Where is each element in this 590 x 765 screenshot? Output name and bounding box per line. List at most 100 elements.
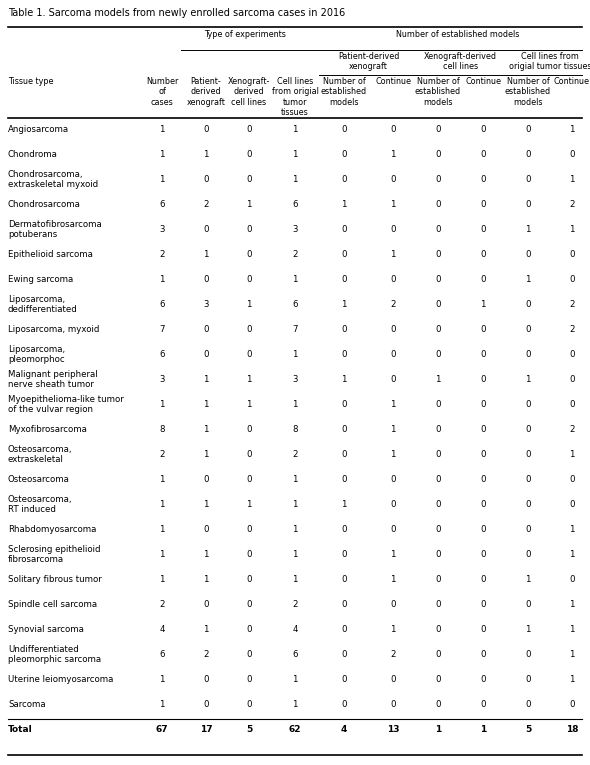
Text: 0: 0: [435, 250, 441, 259]
Text: 1: 1: [159, 150, 165, 159]
Text: 1: 1: [159, 400, 165, 409]
Text: 0: 0: [435, 550, 441, 559]
Text: 0: 0: [569, 275, 575, 284]
Text: 0: 0: [390, 350, 396, 359]
Text: 0: 0: [480, 625, 486, 634]
Text: 0: 0: [390, 475, 396, 484]
Text: Undifferentiated
pleomorphic sarcoma: Undifferentiated pleomorphic sarcoma: [8, 645, 101, 664]
Text: 4: 4: [159, 625, 165, 634]
Text: Type of experiments: Type of experiments: [205, 30, 286, 39]
Text: 0: 0: [390, 125, 396, 134]
Text: 3: 3: [292, 375, 298, 384]
Text: 0: 0: [435, 175, 441, 184]
Text: 0: 0: [435, 400, 441, 409]
Text: 6: 6: [159, 300, 165, 309]
Text: 0: 0: [341, 575, 347, 584]
Text: 0: 0: [569, 700, 575, 709]
Text: Xenograft-
derived
cell lines: Xenograft- derived cell lines: [228, 77, 270, 107]
Text: 0: 0: [246, 650, 252, 659]
Text: 2: 2: [292, 600, 298, 609]
Text: Number of
established
models: Number of established models: [415, 77, 461, 107]
Text: 0: 0: [435, 275, 441, 284]
Text: 0: 0: [203, 675, 209, 684]
Text: 2: 2: [292, 250, 298, 259]
Text: 0: 0: [341, 625, 347, 634]
Text: 0: 0: [246, 575, 252, 584]
Text: 1: 1: [159, 575, 165, 584]
Text: 0: 0: [341, 350, 347, 359]
Text: 1: 1: [292, 500, 298, 509]
Text: 17: 17: [199, 725, 212, 734]
Text: 0: 0: [569, 350, 575, 359]
Text: 1: 1: [390, 425, 396, 434]
Text: Number of established models: Number of established models: [396, 30, 520, 39]
Text: 0: 0: [480, 400, 486, 409]
Text: 6: 6: [292, 200, 298, 209]
Text: 0: 0: [246, 150, 252, 159]
Text: 0: 0: [525, 475, 531, 484]
Text: 0: 0: [525, 600, 531, 609]
Text: 2: 2: [159, 450, 165, 459]
Text: 1: 1: [159, 550, 165, 559]
Text: 0: 0: [525, 500, 531, 509]
Text: 0: 0: [480, 150, 486, 159]
Text: 0: 0: [435, 350, 441, 359]
Text: 0: 0: [390, 175, 396, 184]
Text: 0: 0: [480, 475, 486, 484]
Text: 0: 0: [480, 500, 486, 509]
Text: 0: 0: [435, 625, 441, 634]
Text: 1: 1: [292, 150, 298, 159]
Text: 0: 0: [480, 275, 486, 284]
Text: Xenograft-derived
cell lines: Xenograft-derived cell lines: [424, 52, 497, 71]
Text: Liposarcoma, myxoid: Liposarcoma, myxoid: [8, 325, 99, 334]
Text: 1: 1: [525, 575, 531, 584]
Text: 4: 4: [292, 625, 298, 634]
Text: 1: 1: [390, 575, 396, 584]
Text: 1: 1: [569, 125, 575, 134]
Text: 0: 0: [525, 650, 531, 659]
Text: Number of
established
models: Number of established models: [321, 77, 367, 107]
Text: 0: 0: [246, 125, 252, 134]
Text: 0: 0: [569, 500, 575, 509]
Text: 0: 0: [203, 350, 209, 359]
Text: 1: 1: [292, 175, 298, 184]
Text: 1: 1: [159, 525, 165, 534]
Text: 0: 0: [203, 475, 209, 484]
Text: 0: 0: [525, 150, 531, 159]
Text: 0: 0: [246, 525, 252, 534]
Text: 0: 0: [341, 225, 347, 234]
Text: 18: 18: [566, 725, 578, 734]
Text: 0: 0: [435, 475, 441, 484]
Text: 0: 0: [480, 225, 486, 234]
Text: 1: 1: [203, 150, 209, 159]
Text: Continue: Continue: [465, 77, 501, 86]
Text: 1: 1: [292, 400, 298, 409]
Text: 0: 0: [341, 600, 347, 609]
Text: 0: 0: [390, 600, 396, 609]
Text: 0: 0: [341, 700, 347, 709]
Text: 0: 0: [246, 475, 252, 484]
Text: 5: 5: [246, 725, 252, 734]
Text: 2: 2: [292, 450, 298, 459]
Text: 3: 3: [159, 375, 165, 384]
Text: 1: 1: [292, 575, 298, 584]
Text: 0: 0: [390, 225, 396, 234]
Text: Angiosarcoma: Angiosarcoma: [8, 125, 69, 134]
Text: 1: 1: [569, 600, 575, 609]
Text: Rhabdomyosarcoma: Rhabdomyosarcoma: [8, 525, 96, 534]
Text: 1: 1: [159, 125, 165, 134]
Text: 0: 0: [525, 450, 531, 459]
Text: 0: 0: [341, 150, 347, 159]
Text: 0: 0: [435, 575, 441, 584]
Text: 0: 0: [390, 525, 396, 534]
Text: 1: 1: [203, 500, 209, 509]
Text: Tissue type: Tissue type: [8, 77, 54, 86]
Text: 1: 1: [390, 625, 396, 634]
Text: 1: 1: [159, 475, 165, 484]
Text: 0: 0: [525, 250, 531, 259]
Text: Osteosarcoma: Osteosarcoma: [8, 475, 70, 484]
Text: 0: 0: [341, 325, 347, 334]
Text: 0: 0: [341, 250, 347, 259]
Text: 0: 0: [480, 425, 486, 434]
Text: 0: 0: [480, 350, 486, 359]
